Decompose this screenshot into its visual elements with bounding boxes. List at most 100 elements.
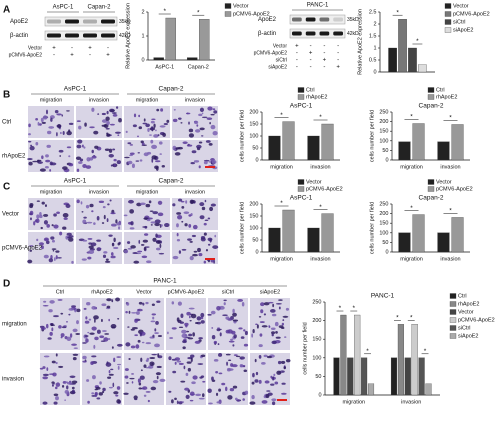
stained-cell (45, 154, 49, 158)
stained-cell (39, 168, 46, 172)
stained-cell (51, 239, 55, 243)
row-label: pCMV6-ApoE2 (2, 246, 43, 252)
stained-cell (280, 392, 287, 395)
stained-cell (89, 126, 95, 129)
stained-cell (52, 249, 55, 252)
stained-cell (112, 113, 118, 117)
legend-swatch (449, 301, 457, 307)
stained-cell (93, 130, 99, 135)
stained-cell (259, 333, 263, 337)
stained-cell (228, 359, 232, 362)
stained-cell (137, 339, 141, 343)
stained-cell (66, 146, 72, 149)
stained-cell (241, 302, 245, 307)
stained-cell (50, 324, 56, 326)
stained-cell (225, 386, 228, 392)
stained-cell (151, 303, 155, 306)
chart-title: PANC-1 (371, 293, 395, 300)
bar (165, 17, 176, 61)
stained-cell (129, 377, 135, 380)
stained-cell (193, 160, 200, 163)
stained-cell (105, 116, 110, 121)
stained-cell (218, 353, 223, 357)
stained-cell (180, 313, 184, 319)
stained-cell (178, 362, 184, 365)
stained-cell (278, 306, 281, 310)
stained-cell (211, 334, 216, 340)
y-tick-label: 50 (382, 240, 388, 246)
band-label: β-actin (258, 31, 276, 37)
stained-cell (76, 144, 82, 149)
group-label: AsPC-1 (64, 86, 87, 93)
stained-cell (272, 376, 275, 381)
stained-cell (108, 373, 114, 376)
stained-cell (27, 259, 33, 264)
stained-cell (86, 379, 90, 382)
stained-cell (281, 382, 286, 385)
stained-cell (129, 154, 133, 157)
y-axis-label: cells number per field (239, 202, 245, 254)
bar (437, 141, 450, 161)
y-tick-label: 50 (252, 145, 258, 151)
condition-sign: - (296, 65, 298, 71)
stained-cell (102, 330, 107, 332)
stained-cell (85, 204, 90, 209)
stained-cell (192, 332, 195, 337)
stained-cell (251, 395, 255, 400)
stained-cell (62, 226, 67, 230)
stained-cell (49, 331, 53, 336)
stained-cell (215, 370, 219, 374)
stained-cell (100, 340, 106, 342)
stained-cell (155, 372, 161, 376)
stained-cell (151, 155, 157, 160)
stained-cell (207, 388, 212, 393)
stained-cell (185, 200, 188, 204)
stained-cell (191, 234, 197, 238)
stained-cell (46, 323, 49, 329)
stained-cell (130, 345, 136, 349)
legend-label: rhApoE2 (306, 94, 327, 100)
x-tick-label: migration (270, 164, 293, 170)
x-tick-label: invasion (440, 256, 460, 262)
condition-sign: - (107, 46, 109, 52)
stained-cell (115, 297, 120, 302)
stained-cell (46, 144, 51, 148)
stained-cell (68, 308, 74, 311)
stained-cell (67, 236, 71, 239)
blot-band (47, 33, 61, 38)
column-label: migration (40, 189, 63, 195)
stained-cell (48, 309, 53, 313)
stained-cell (55, 361, 58, 365)
stained-cell (110, 255, 116, 259)
stained-cell (133, 395, 138, 400)
stained-cell (133, 260, 140, 264)
stained-cell (104, 333, 110, 335)
stained-cell (138, 387, 142, 390)
condition-label: Vector (273, 43, 288, 49)
stained-cell (153, 134, 159, 138)
stained-cell (142, 122, 148, 125)
stained-cell (190, 161, 195, 165)
legend-swatch (444, 27, 452, 33)
stained-cell (54, 386, 58, 390)
stained-cell (270, 383, 275, 386)
stained-cell (209, 206, 214, 212)
significance-marker: * (352, 305, 355, 312)
stained-cell (93, 344, 96, 349)
stained-cell (208, 402, 213, 405)
stained-cell (76, 320, 79, 325)
x-tick-label: AsPC-1 (155, 64, 174, 70)
y-tick-label: 150 (249, 213, 258, 219)
stained-cell (194, 340, 201, 344)
stained-cell (129, 152, 135, 155)
stained-cell (75, 156, 82, 160)
stained-cell (150, 224, 153, 226)
stained-cell (238, 327, 243, 330)
stained-cell (101, 303, 107, 307)
stained-cell (151, 353, 158, 356)
stained-cell (270, 327, 276, 330)
bar (390, 357, 398, 396)
stained-cell (188, 307, 195, 310)
stained-cell (174, 397, 177, 401)
stained-cell (52, 372, 57, 377)
